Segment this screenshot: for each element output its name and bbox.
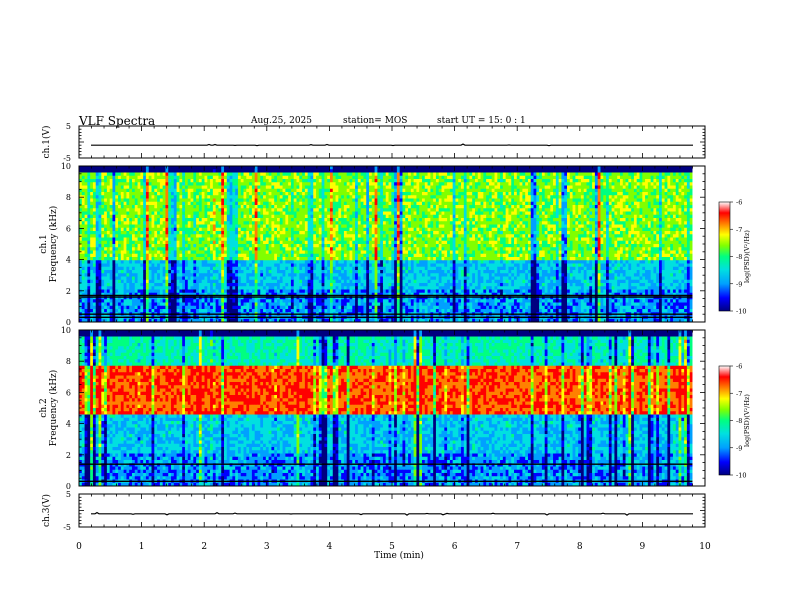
colorbar-tick-label: -7 bbox=[736, 390, 742, 398]
colorbar-tick-label: -9 bbox=[736, 444, 742, 452]
frequency-axis-label-ch2: Frequency (kHz) bbox=[48, 370, 59, 447]
y-tick-label: 10 bbox=[61, 326, 71, 335]
y-tick-label: 8 bbox=[66, 357, 71, 366]
y-tick-label: 2 bbox=[66, 451, 71, 460]
colorbar-tick-label: -7 bbox=[736, 226, 742, 234]
x-tick-label: 0 bbox=[76, 542, 82, 552]
y-tick-label: 10 bbox=[61, 162, 71, 171]
x-tick-label: 6 bbox=[452, 542, 458, 552]
y-tick-label: 6 bbox=[66, 388, 71, 397]
chart-station: station= MOS bbox=[343, 116, 407, 126]
y-tick-label: 0 bbox=[66, 318, 71, 327]
panel-axes-ch-3-v- bbox=[78, 493, 706, 528]
x-tick-label: 10 bbox=[699, 542, 711, 552]
y-tick-label: 4 bbox=[66, 420, 71, 429]
signal-line-ch1 bbox=[91, 143, 693, 147]
x-axis-label: Time (min) bbox=[374, 550, 424, 561]
colorbar-ch1 bbox=[718, 201, 731, 312]
x-tick-label: 2 bbox=[201, 542, 207, 552]
colorbar-tick-label: -8 bbox=[736, 253, 742, 261]
panel-label-ch2: ch.2 bbox=[39, 398, 49, 417]
x-tick-label: 5 bbox=[389, 542, 395, 552]
panel-axes-ch-1-spectrogram bbox=[78, 165, 706, 323]
x-tick-label: 1 bbox=[139, 542, 145, 552]
colorbar-ch2 bbox=[718, 365, 731, 476]
colorbar-tick-label: -6 bbox=[736, 363, 742, 371]
y-axis-label-ch3: ch.3(V) bbox=[41, 494, 52, 527]
colorbar-tick-label: -9 bbox=[736, 280, 742, 288]
spectrogram-ch2 bbox=[79, 330, 705, 487]
x-tick-label: 9 bbox=[640, 542, 646, 552]
colorbar-tick-label: -6 bbox=[736, 199, 742, 207]
y-tick-label: -5 bbox=[63, 154, 71, 163]
no-data-region bbox=[692, 166, 705, 322]
chart-title: VLF Spectra bbox=[79, 114, 155, 128]
y-tick-label: 4 bbox=[66, 256, 71, 265]
y-tick-label: 0 bbox=[66, 482, 71, 491]
colorbar-label: log(PSD)(V²/Hz) bbox=[743, 230, 751, 283]
chart-start-time: start UT = 15: 0 : 1 bbox=[437, 116, 526, 126]
y-tick-label: -5 bbox=[63, 523, 71, 532]
x-tick-label: 8 bbox=[577, 542, 583, 552]
y-tick-label: 5 bbox=[66, 122, 71, 131]
y-tick-label: 6 bbox=[66, 224, 71, 233]
y-tick-label: 8 bbox=[66, 193, 71, 202]
y-tick-label: 5 bbox=[66, 490, 71, 499]
chart-date: Aug.25, 2025 bbox=[251, 116, 312, 126]
panel-label-ch1: ch.1 bbox=[39, 234, 49, 253]
no-data-region bbox=[692, 330, 705, 486]
colorbar-tick-label: -10 bbox=[736, 472, 746, 480]
signal-line-ch3 bbox=[91, 511, 693, 516]
y-axis-label-ch1: ch.1(V) bbox=[41, 126, 52, 159]
x-tick-label: 4 bbox=[327, 542, 333, 552]
x-tick-label: 7 bbox=[514, 542, 520, 552]
frequency-axis-label-ch1: Frequency (kHz) bbox=[48, 206, 59, 283]
x-tick-label: 3 bbox=[264, 542, 270, 552]
colorbar-tick-label: -10 bbox=[736, 308, 746, 316]
spectrogram-ch1 bbox=[79, 166, 705, 323]
y-tick-label: 2 bbox=[66, 287, 71, 296]
panel-axes-ch-1-v- bbox=[78, 125, 706, 159]
colorbar-tick-label: -8 bbox=[736, 417, 742, 425]
panel-axes-ch-2-spectrogram bbox=[78, 329, 706, 487]
colorbar-label: log(PSD)(V²/Hz) bbox=[743, 394, 751, 447]
